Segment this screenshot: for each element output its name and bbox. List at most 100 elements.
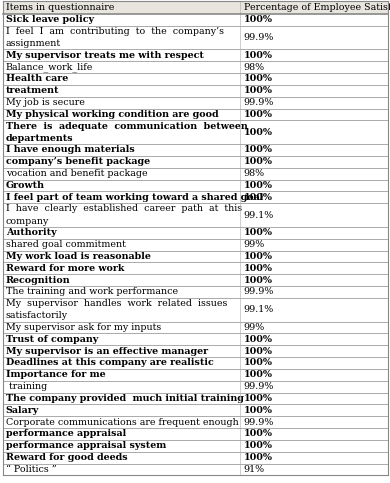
Text: Trust of company: Trust of company [6,335,98,344]
Text: 99.1%: 99.1% [244,305,274,314]
Bar [3,73,388,85]
Bar [3,251,388,262]
Bar [3,85,388,97]
Text: Deadlines at this company are realistic: Deadlines at this company are realistic [6,358,214,368]
Text: 100%: 100% [244,276,273,284]
Text: departments: departments [6,134,73,143]
Bar [3,404,388,416]
Text: 100%: 100% [244,264,273,273]
Text: assignment: assignment [6,39,61,48]
Text: Growth: Growth [6,181,45,190]
Text: 100%: 100% [244,193,273,202]
Text: Health care: Health care [6,74,68,84]
Text: 99.9%: 99.9% [244,98,274,107]
Text: Importance for me: Importance for me [6,370,105,379]
Bar [3,191,388,203]
Bar [3,61,388,73]
Bar [3,180,388,191]
Bar [3,49,388,61]
Bar [3,333,388,345]
Text: 100%: 100% [244,370,273,379]
Text: 98%: 98% [244,169,265,178]
Bar [3,97,388,109]
Bar [3,440,388,452]
Bar [3,416,388,428]
Bar [3,26,388,49]
Text: Items in questionnaire: Items in questionnaire [6,3,114,12]
Bar [3,262,388,274]
Bar [3,286,388,298]
Bar [3,393,388,404]
Text: The company provided  much initial training: The company provided much initial traini… [6,394,244,403]
Text: 99.9%: 99.9% [244,418,274,426]
Text: 100%: 100% [244,228,273,237]
Bar [3,168,388,180]
Text: company: company [6,217,49,226]
Bar [3,345,388,357]
Text: performance appraisal: performance appraisal [6,429,126,439]
Text: 98%: 98% [244,63,265,71]
Text: 100%: 100% [244,429,273,439]
Text: 91%: 91% [244,465,265,474]
Bar [3,452,388,464]
Bar [3,109,388,120]
Text: Sick leave policy: Sick leave policy [6,15,94,24]
Bar [3,120,388,144]
Text: Percentage of Employee Satisfaction: Percentage of Employee Satisfaction [244,3,390,12]
Text: There  is  adequate  communication  between: There is adequate communication between [6,122,248,130]
Bar [3,464,388,475]
Text: Authority: Authority [6,228,57,237]
Bar [3,381,388,393]
Text: treatment: treatment [6,86,59,95]
Text: satisfactorily: satisfactorily [6,312,68,320]
Text: 100%: 100% [244,51,273,60]
Text: vocation and benefit package: vocation and benefit package [6,169,147,178]
Bar [3,14,388,26]
Text: 99.9%: 99.9% [244,287,274,297]
Text: Recognition: Recognition [6,276,71,284]
Text: My job is secure: My job is secure [6,98,85,107]
Text: 100%: 100% [244,252,273,261]
Text: I have enough materials: I have enough materials [6,145,135,155]
Bar [3,428,388,440]
Bar [3,144,388,156]
Text: 100%: 100% [244,74,273,84]
Text: I  feel  I  am  contributing  to  the  company’s: I feel I am contributing to the company’… [6,27,224,36]
Text: I feel part of team working toward a shared goal: I feel part of team working toward a sha… [6,193,263,202]
Bar [3,274,388,286]
Bar [3,357,388,369]
Bar [3,298,388,322]
Text: My  supervisor  handles  work  related  issues: My supervisor handles work related issue… [6,299,227,308]
Text: 99%: 99% [244,240,265,249]
Text: I  have  clearly  established  career  path  at  this: I have clearly established career path a… [6,204,242,213]
Text: 99.9%: 99.9% [244,33,274,42]
Text: company’s benefit package: company’s benefit package [6,157,150,166]
Text: 100%: 100% [244,86,273,95]
Text: 100%: 100% [244,110,273,119]
Text: 100%: 100% [244,453,273,462]
Text: My supervisor treats me with respect: My supervisor treats me with respect [6,51,204,60]
Text: Salary: Salary [6,406,39,415]
Text: performance appraisal system: performance appraisal system [6,441,166,450]
Text: 100%: 100% [244,181,273,190]
Bar [3,203,388,227]
Text: 99.9%: 99.9% [244,382,274,391]
Text: My supervisor ask for my inputs: My supervisor ask for my inputs [6,323,161,332]
Text: 100%: 100% [244,145,273,155]
Text: Reward for good deeds: Reward for good deeds [6,453,128,462]
Text: 100%: 100% [244,335,273,344]
Text: “ Politics ”: “ Politics ” [6,465,57,474]
Text: training: training [6,382,47,391]
Text: Reward for more work: Reward for more work [6,264,124,273]
Bar [3,156,388,168]
Text: Balance_work_life: Balance_work_life [6,62,93,72]
Text: 99%: 99% [244,323,265,332]
Bar [3,322,388,333]
Bar [3,227,388,239]
Text: 100%: 100% [244,441,273,450]
Text: 100%: 100% [244,394,273,403]
Text: 100%: 100% [244,358,273,368]
Text: 99.1%: 99.1% [244,211,274,220]
Text: My work load is reasonable: My work load is reasonable [6,252,151,261]
Bar [3,369,388,381]
